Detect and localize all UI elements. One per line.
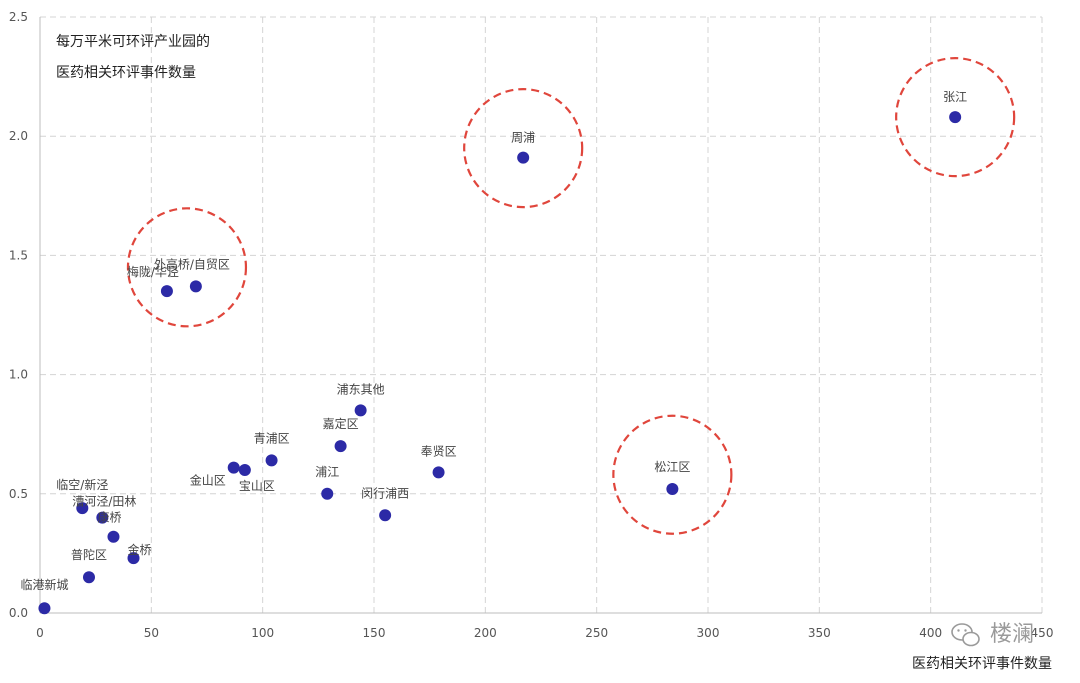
watermark-text: 楼澜	[990, 622, 1034, 647]
data-point	[82, 571, 95, 584]
leader-line	[164, 267, 171, 278]
data-point	[107, 530, 120, 543]
data-point	[160, 285, 173, 298]
x-tick-label: 100	[251, 626, 274, 640]
point-label: 青浦区	[254, 431, 290, 445]
data-point	[517, 151, 530, 164]
highlight-circle	[126, 207, 248, 328]
data-point	[379, 509, 392, 522]
y-tick-label: 2.5	[9, 10, 28, 24]
point-label: 松江区	[654, 460, 690, 474]
highlight-circles	[126, 57, 1016, 535]
x-tick-label: 250	[585, 626, 608, 640]
chart-title-line-2: 医药相关环评事件数量	[56, 65, 196, 81]
data-point	[76, 502, 89, 515]
data-point	[949, 111, 962, 124]
point-label: 外高桥/自贸区	[154, 256, 230, 271]
point-label: 嘉定区	[323, 416, 359, 431]
y-tick-label: 1.5	[9, 248, 28, 262]
point-label: 宝山区	[239, 479, 275, 493]
point-label: 临空/新泾	[56, 477, 108, 492]
data-point	[189, 280, 202, 293]
data-point	[96, 511, 109, 524]
y-tick-label: 0.5	[9, 487, 28, 501]
point-label: 浦东其他	[337, 382, 385, 396]
axes: 0 50 100 150 200 250 300 350 400 450 0.0 0.5 1.0 1.5 2…	[9, 10, 1054, 640]
data-point	[238, 463, 251, 476]
x-tick-label: 400	[919, 626, 942, 640]
x-tick-label: 350	[808, 626, 831, 640]
point-label: 金桥	[128, 542, 152, 557]
data-point	[127, 552, 140, 565]
point-label: 张江	[943, 90, 967, 104]
y-tick-label: 0.0	[9, 606, 28, 620]
y-tick-label: 1.0	[9, 368, 28, 382]
point-label: 梅陇/华泾	[127, 264, 179, 279]
data-points	[38, 111, 962, 615]
point-label: 漕河泾/田林	[72, 495, 136, 509]
chart-title-line-1: 每万平米可环评产业园的	[56, 34, 210, 50]
gridlines	[40, 16, 1043, 613]
point-label: 周浦	[511, 131, 535, 145]
point-label: 闵行浦西	[361, 485, 409, 500]
data-point	[265, 454, 278, 467]
x-tick-label: 450	[1031, 626, 1054, 640]
point-label: 普陀区	[71, 547, 107, 562]
data-point	[321, 487, 334, 500]
data-point	[354, 404, 367, 417]
x-axis-label: 医药相关环评事件数量	[912, 656, 1052, 672]
data-point	[227, 461, 240, 474]
point-label: 浦江	[315, 465, 339, 479]
watermark: 楼澜	[951, 622, 1034, 647]
x-tick-label: 50	[144, 626, 159, 640]
point-label: 康桥	[97, 510, 121, 525]
highlight-circle	[612, 414, 733, 535]
point-label: 金山区	[190, 473, 226, 488]
point-label: 临港新城	[20, 577, 68, 592]
data-point	[38, 602, 51, 615]
data-point	[666, 483, 679, 496]
highlight-circle	[463, 88, 584, 209]
wechat-icon	[951, 623, 980, 647]
data-point	[432, 466, 445, 479]
x-tick-label: 0	[36, 626, 44, 640]
x-tick-label: 300	[697, 626, 720, 640]
highlight-circle	[895, 57, 1016, 178]
data-point	[334, 440, 347, 453]
y-tick-label: 2.0	[9, 129, 28, 143]
point-label: 奉贤区	[421, 444, 457, 458]
x-tick-label: 200	[474, 626, 497, 640]
x-tick-label: 150	[363, 626, 386, 640]
